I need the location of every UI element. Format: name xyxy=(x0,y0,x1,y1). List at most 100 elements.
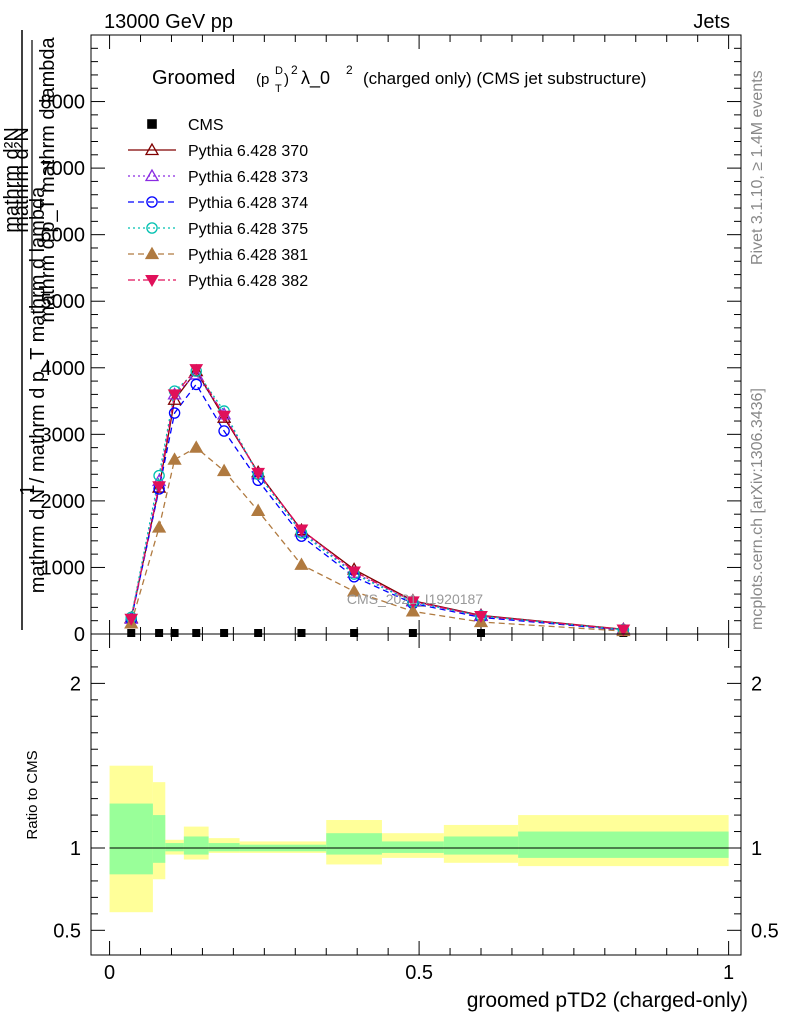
series-0-point xyxy=(220,629,229,637)
ratio-tick-label: 0.5 xyxy=(53,920,81,942)
series-0-point xyxy=(408,629,417,637)
series-0-point xyxy=(350,629,359,637)
legend-marker xyxy=(144,168,160,182)
ratio-frame xyxy=(90,633,742,956)
series-6-point xyxy=(189,364,204,377)
mcplots-label: mcplots.cern.ch [arXiv:1306.3436] xyxy=(749,388,766,630)
y-tick-label: 8000 xyxy=(41,92,86,114)
title-main: Groomed xyxy=(152,67,235,89)
series-6-point xyxy=(124,613,139,626)
series-5-point xyxy=(167,452,182,465)
ratio-band-inner xyxy=(152,815,166,863)
series-0-point xyxy=(192,629,201,637)
y-tick-label: 0 xyxy=(74,624,85,646)
series-0-point xyxy=(127,629,136,637)
ratio-tick-label: 2 xyxy=(70,673,81,695)
x-tick-label: 0.5 xyxy=(405,962,433,984)
ratio-band-inner xyxy=(208,843,240,852)
legend: CMS Pythia 6.428 370 Pythia 6.428 373 Pythi… xyxy=(128,117,308,290)
y-tick-label: 3000 xyxy=(41,424,86,446)
ylabel-num: mathrm d²N xyxy=(1,127,23,233)
series-3-point xyxy=(190,378,202,391)
legend-label: Pythia 6.428 381 xyxy=(188,247,308,264)
series-6-point xyxy=(152,481,166,494)
header-left: 13000 GeV pp xyxy=(104,11,233,33)
y-tick-label: 1000 xyxy=(41,557,86,579)
ratio-tick-label: 1 xyxy=(70,838,81,860)
title-lambda: λ_0 xyxy=(301,68,330,89)
ratio-y-ticks: 0.5 0.5 1 1 2 2 xyxy=(53,649,779,942)
title-sup-d: D xyxy=(275,65,283,77)
legend-marker xyxy=(146,196,158,208)
ratio-y-label: Ratio to CMS xyxy=(24,750,41,839)
legend-marker xyxy=(147,119,157,129)
series-6-point xyxy=(294,524,309,537)
ratio-band-inner xyxy=(165,843,184,852)
y-tick-label: 4000 xyxy=(41,358,86,380)
main-x-ticks xyxy=(109,35,730,634)
ratio-panel: 0.5 0.51 12 2 0 0.5 1 xyxy=(53,633,779,984)
legend-label: Pythia 6.428 373 xyxy=(188,169,308,186)
main-y-ticks: 0 1000 2000 3000 4000 5000 6000 7000 8000 xyxy=(41,47,741,646)
series-6-line xyxy=(130,367,624,631)
legend-marker xyxy=(144,142,160,156)
series-5-point xyxy=(216,463,232,477)
title-tail: (charged only) (CMS jet substructure) xyxy=(363,69,646,88)
y-tick-label: 5000 xyxy=(41,291,86,313)
series-5-point xyxy=(251,503,266,517)
ratio-band-inner xyxy=(381,841,444,853)
title-paren-close: ) xyxy=(284,71,289,88)
y-tick-label: 6000 xyxy=(41,225,86,247)
ylabel-inner-num: mathrm d²N xyxy=(11,127,33,233)
series-0-point xyxy=(477,629,485,637)
main-panel: 0 1000 2000 3000 4000 5000 6000 7000 8000 xyxy=(41,34,742,646)
series-4-point xyxy=(153,469,165,482)
series-3-point xyxy=(218,425,230,437)
ratio-band-inner xyxy=(518,831,729,858)
title-sub-t: T xyxy=(275,83,282,95)
series-6-point xyxy=(474,611,488,624)
series-5-point xyxy=(151,520,167,533)
series-6-point xyxy=(217,410,231,423)
legend-marker xyxy=(144,246,160,260)
ratio-band-inner xyxy=(326,833,382,855)
legend-label: Pythia 6.428 374 xyxy=(188,195,308,212)
series-6-point xyxy=(616,624,631,637)
ratio-band-inner xyxy=(443,836,519,855)
x-tick-label: 1 xyxy=(723,962,734,984)
x-axis-label: groomed pTD2 (charged-only) xyxy=(467,989,748,1012)
y-tick-label: 2000 xyxy=(41,491,86,513)
series-5-point xyxy=(294,557,309,570)
ratio-band-inner xyxy=(109,803,153,875)
series-5-point xyxy=(405,604,421,617)
series-0-point xyxy=(297,629,306,637)
ylabel-inner-den: mathrm d p_T mathrm d lambda xyxy=(37,36,59,322)
series-6-point xyxy=(347,566,361,579)
series-3-point xyxy=(168,407,181,419)
main-y-label: 1 mathrm d²N mathrm d N / mathrm d p_T m… xyxy=(1,30,59,630)
ylabel-frac-one: 1 xyxy=(17,484,39,495)
series-0-point xyxy=(155,629,164,637)
ratio-tick-label-right: 0.5 xyxy=(751,920,779,942)
series-6-point xyxy=(406,596,420,609)
y-tick-label: 7000 xyxy=(41,158,86,180)
chart-title: Groomed (p D T ) 2 λ_0 2 (charged only) … xyxy=(152,63,646,95)
rivet-label: Rivet 3.1.10, ≥ 1.4M events xyxy=(749,70,766,265)
title-sup-2: 2 xyxy=(291,63,298,77)
analysis-watermark: CMS_2021_I1920187 xyxy=(347,591,483,607)
ratio-bands xyxy=(109,765,729,913)
series-0-point xyxy=(254,629,263,637)
legend-label: CMS xyxy=(188,117,224,134)
title-p: (p xyxy=(256,71,269,88)
series-6-point xyxy=(167,389,182,402)
series-3-line xyxy=(130,383,624,631)
series-6-point xyxy=(251,467,266,480)
series-0-point xyxy=(170,629,179,637)
legend-label: Pythia 6.428 370 xyxy=(188,143,308,160)
series-5-point xyxy=(346,584,362,597)
ratio-x-ticks: 0 0.5 1 xyxy=(104,634,734,984)
legend-marker xyxy=(146,222,158,234)
ratio-band-inner xyxy=(183,836,209,855)
series-5-point xyxy=(189,440,204,453)
